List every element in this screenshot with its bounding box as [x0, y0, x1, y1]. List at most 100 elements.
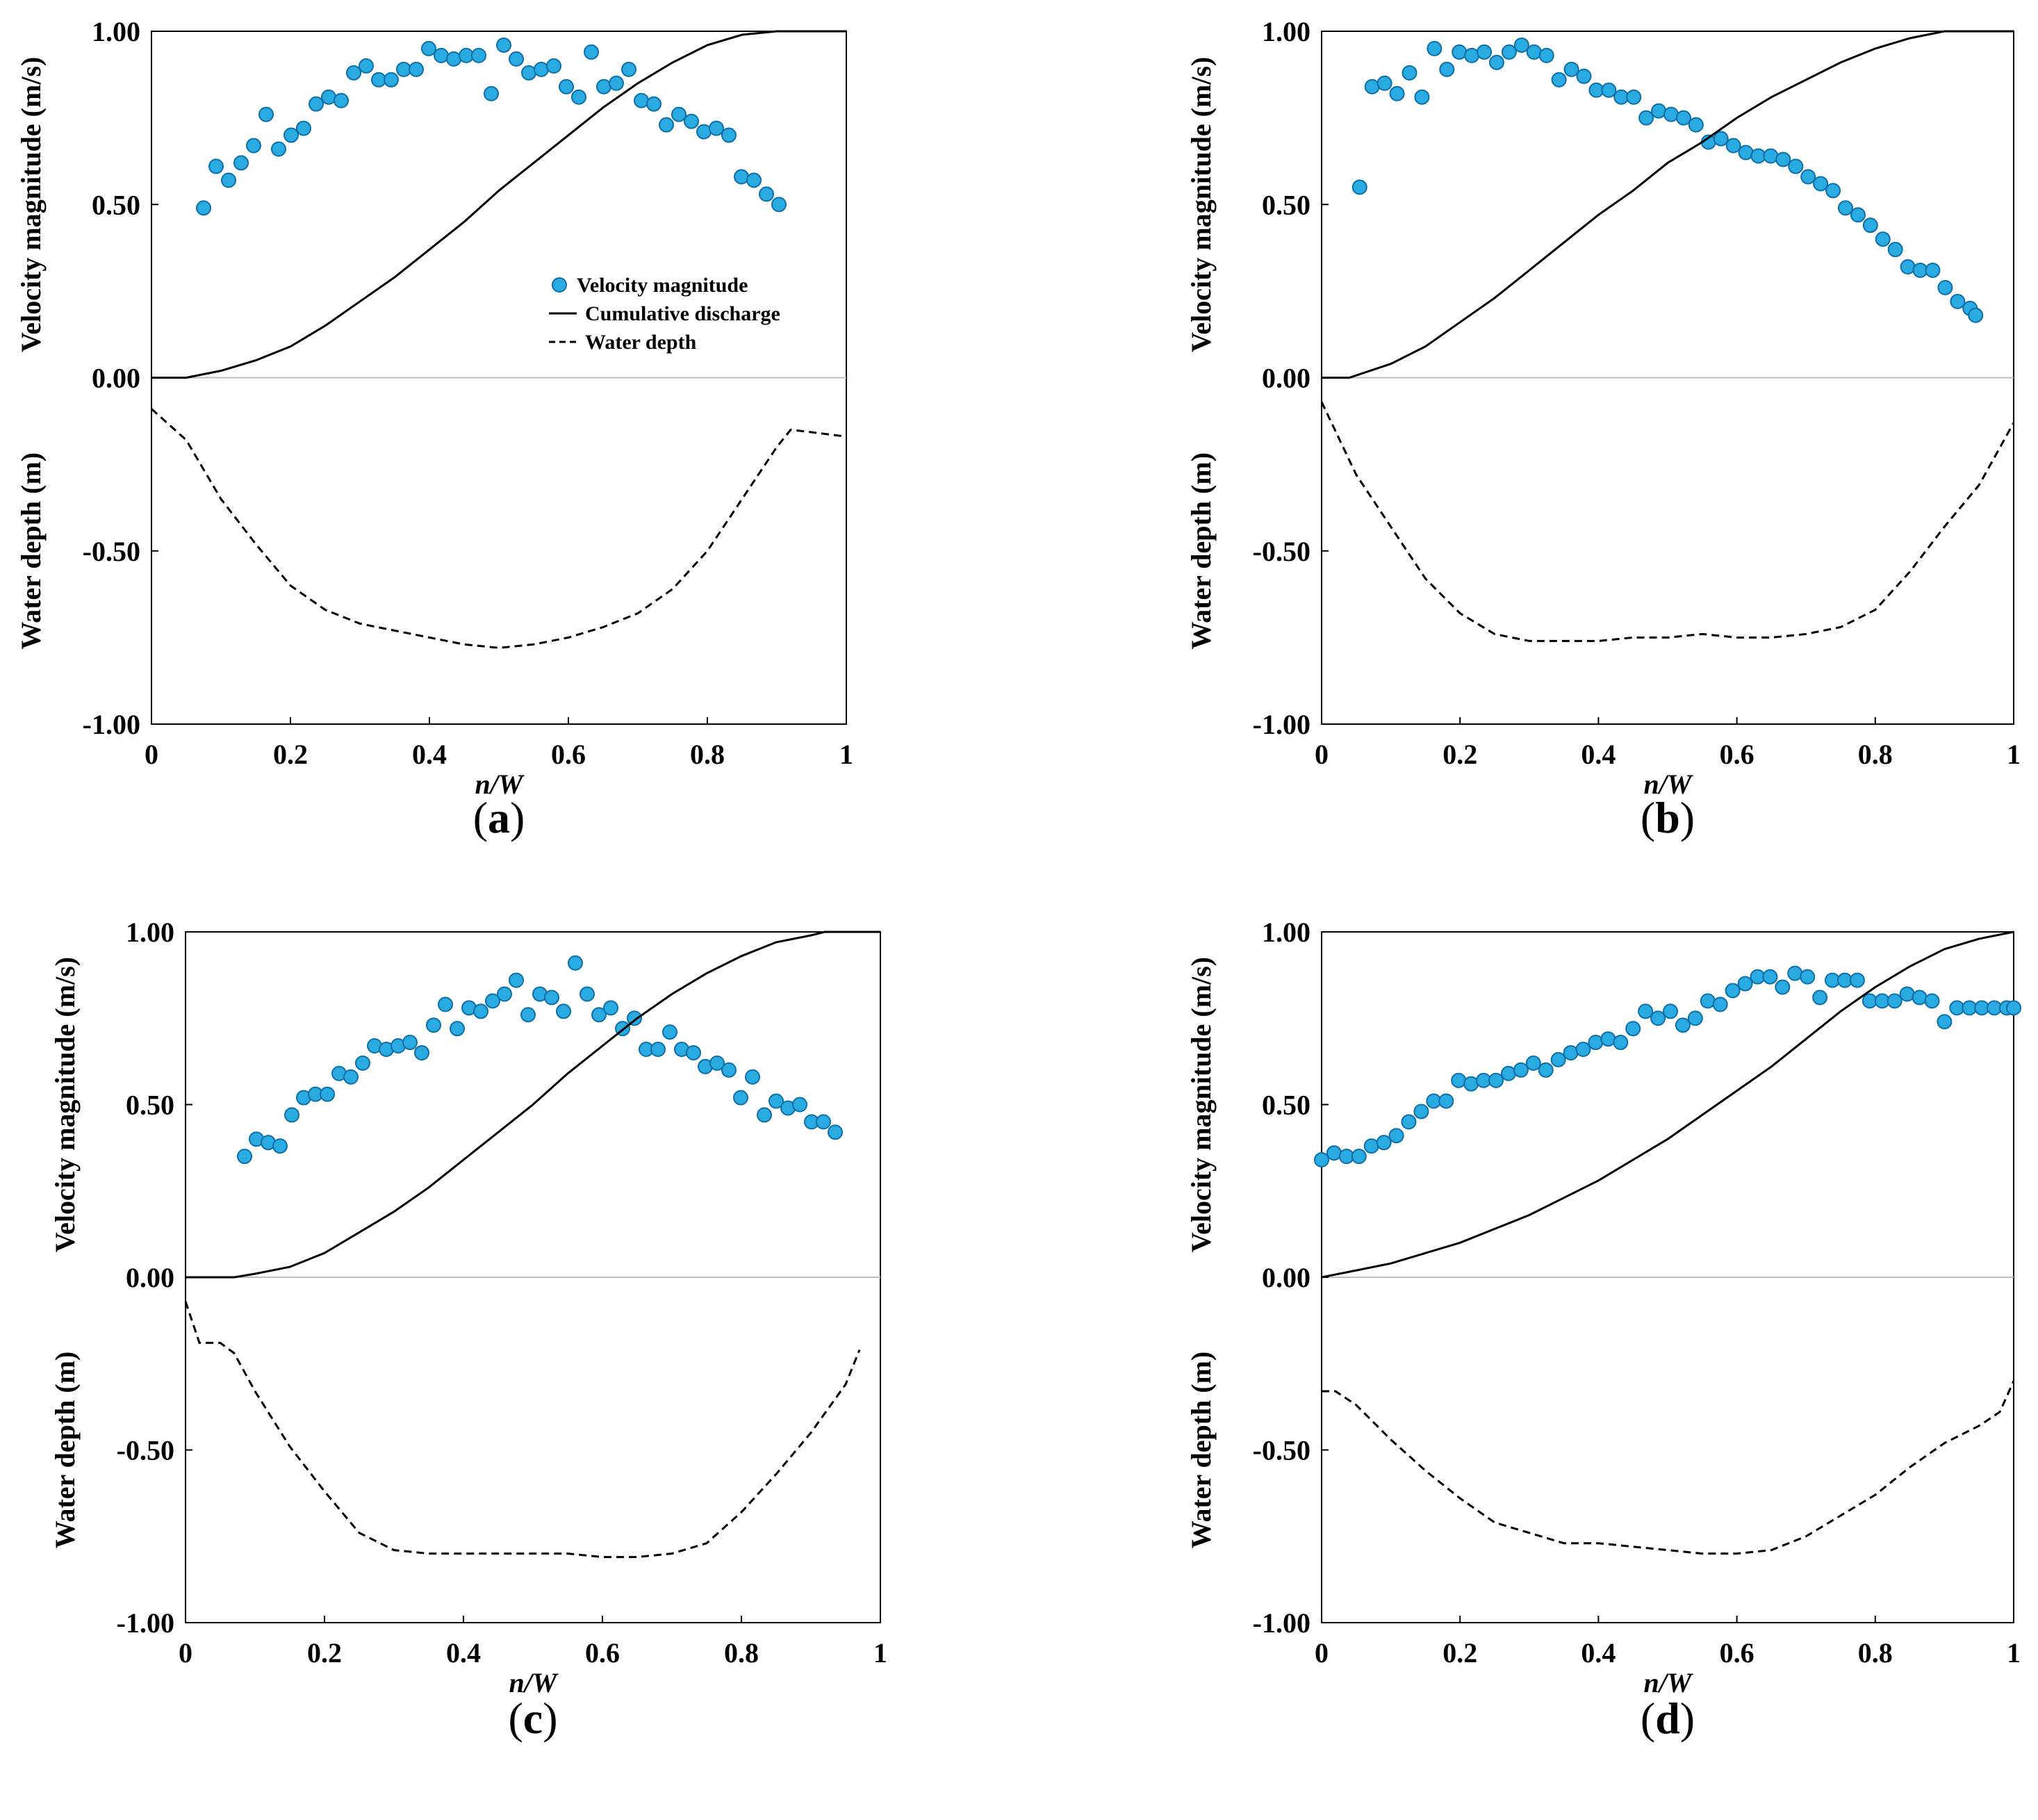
velocity-point [1613, 1035, 1629, 1051]
velocity-point [745, 1069, 760, 1085]
y-tick-label: -0.50 [83, 536, 140, 567]
y-tick-label: 0.50 [1262, 189, 1310, 220]
velocity-point [1800, 169, 1816, 185]
velocity-point [1451, 1072, 1467, 1088]
velocity-point [1600, 1031, 1616, 1047]
y-tick-label: 0.50 [1262, 1090, 1310, 1121]
x-tick-label: 1 [2007, 739, 2021, 770]
velocity-point [1575, 1041, 1591, 1057]
velocity-point [1464, 47, 1480, 63]
velocity-point [221, 172, 236, 188]
y-tick-label: 1.00 [126, 917, 174, 948]
water-depth-line [184, 1301, 861, 1559]
x-axis-title: n/W [475, 769, 525, 800]
velocity-point [233, 155, 249, 171]
y-tick-label: -1.00 [117, 1607, 174, 1639]
velocity-point [402, 1035, 418, 1051]
velocity-point [1900, 259, 1916, 274]
velocity-point [646, 96, 661, 112]
velocity-point [659, 117, 674, 133]
velocity-point [1725, 983, 1741, 999]
velocity-point [769, 1093, 784, 1109]
velocity-point [1837, 200, 1853, 216]
y-tick-label: 0.00 [1262, 363, 1310, 394]
velocity-point [1388, 1128, 1404, 1144]
velocity-point [321, 89, 336, 105]
x-tick-label: 0.8 [1858, 739, 1893, 770]
velocity-point [1452, 44, 1468, 60]
velocity-point [1526, 44, 1542, 60]
velocity-point [1737, 976, 1753, 992]
velocity-point [1439, 61, 1455, 77]
x-tick-label: 0.4 [412, 739, 447, 770]
velocity-point [309, 96, 324, 112]
velocity-point [733, 1090, 748, 1106]
velocity-point [1402, 65, 1417, 81]
velocity-point [1925, 262, 1941, 278]
x-tick-label: 0.4 [1581, 739, 1616, 770]
x-tick-label: 0.4 [1581, 1637, 1616, 1669]
y-axis-title-depth: Water depth (m) [1185, 1352, 1217, 1549]
velocity-point [1501, 44, 1517, 60]
legend-label-velocity: Velocity magnitude [577, 274, 748, 297]
velocity-point [591, 1007, 607, 1023]
x-tick-label: 0.2 [307, 1637, 342, 1669]
velocity-point [559, 79, 574, 95]
panel-label: (d) [1641, 1694, 1695, 1743]
y-tick-label: -1.00 [1253, 1607, 1310, 1639]
velocity-point [485, 993, 500, 1009]
velocity-point [1812, 990, 1828, 1006]
velocity-point [414, 1044, 429, 1060]
panel-b: 1.00 0.50 0.00 -0.50 -1.000 0.2 0.4 0.6 0.8 1 n/W V… [1185, 16, 2021, 842]
y-axis-title-velocity: Velocity magnitude (m/s) [15, 57, 47, 352]
velocity-point [1912, 990, 1928, 1006]
velocity-point [1576, 68, 1592, 84]
velocity-point [208, 158, 224, 174]
velocity-point [1887, 993, 1903, 1009]
water-depth-line [1322, 1380, 2015, 1555]
velocity-point [296, 120, 311, 136]
velocity-point [1638, 110, 1654, 126]
velocity-point [509, 972, 524, 988]
velocity-point [1626, 89, 1642, 105]
velocity-point [1538, 47, 1554, 63]
velocity-point [1401, 1114, 1417, 1130]
velocity-point [709, 120, 724, 136]
velocity-point [484, 85, 499, 101]
velocity-point [1675, 110, 1691, 126]
velocity-point [1477, 44, 1493, 60]
x-tick-label: 0.2 [1443, 1637, 1477, 1669]
x-tick-label: 0 [1315, 739, 1329, 770]
velocity-point [496, 37, 511, 53]
velocity-point [196, 200, 211, 216]
y-axis-title-velocity: Velocity magnitude (m/s) [1185, 57, 1217, 352]
y-tick-label: -0.50 [1253, 536, 1310, 567]
velocity-point [627, 1010, 642, 1026]
velocity-point [546, 58, 561, 74]
y-axis-title-velocity: Velocity magnitude (m/s) [49, 957, 81, 1252]
velocity-point [759, 186, 774, 202]
x-tick-label: 0.6 [551, 739, 586, 770]
velocity-point [1363, 1138, 1379, 1154]
velocity-point [1326, 1145, 1342, 1161]
velocity-point [686, 1044, 701, 1060]
velocity-point [355, 1055, 370, 1071]
velocity-point [1937, 1014, 1953, 1030]
velocity-point [1937, 279, 1953, 295]
velocity-point [721, 127, 737, 143]
velocity-point [1662, 1003, 1678, 1019]
velocity-point [1787, 965, 1803, 981]
velocity-point [816, 1114, 831, 1130]
velocity-point [1849, 972, 1865, 988]
legend-marker-velocity [552, 277, 567, 293]
velocity-point [258, 106, 274, 122]
velocity-point [1550, 1051, 1566, 1067]
velocity-point [434, 47, 449, 63]
velocity-point [471, 47, 486, 63]
velocity-point [520, 1007, 536, 1023]
velocity-point [1788, 158, 1804, 174]
velocity-point [709, 1055, 725, 1071]
velocity-point [1813, 176, 1829, 192]
x-tick-label: 1 [2007, 1637, 2021, 1669]
velocity-point [320, 1086, 335, 1102]
